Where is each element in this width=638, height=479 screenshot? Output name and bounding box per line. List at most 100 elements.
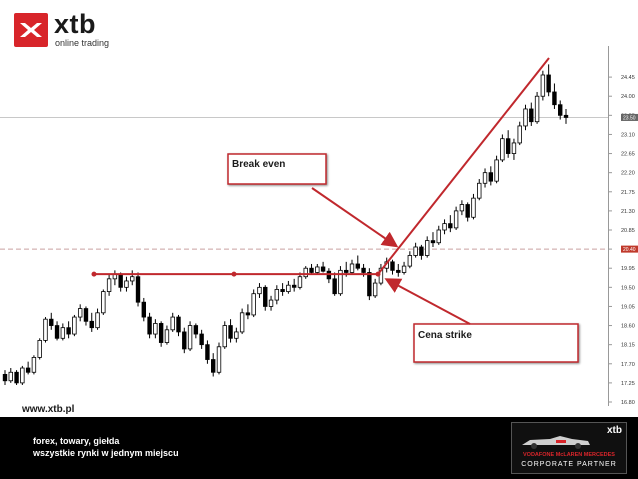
candle xyxy=(112,270,118,286)
candle xyxy=(118,272,123,292)
y-tick-label: 21.30 xyxy=(621,209,635,215)
candle xyxy=(419,244,424,260)
candle xyxy=(286,280,291,294)
candle xyxy=(257,283,262,298)
candle xyxy=(529,102,534,126)
candle xyxy=(494,155,499,184)
candle xyxy=(349,259,355,275)
candle xyxy=(216,342,222,375)
candle xyxy=(72,314,77,337)
candle xyxy=(413,242,418,258)
y-tick-label: 20.85 xyxy=(621,228,635,234)
candle xyxy=(459,200,465,216)
candle xyxy=(396,263,401,277)
strike-level-dot xyxy=(91,271,97,277)
y-tick-label: 19.95 xyxy=(621,266,635,272)
candle xyxy=(540,70,546,101)
candle xyxy=(153,319,158,339)
candle xyxy=(407,251,413,269)
annotations: Break even Cena strike xyxy=(91,57,579,363)
candle xyxy=(517,121,522,146)
strike-label: Cena strike xyxy=(418,330,472,341)
candle xyxy=(280,283,285,296)
candle xyxy=(54,321,60,341)
candle xyxy=(234,327,239,343)
candle xyxy=(309,263,314,275)
candle xyxy=(141,297,147,322)
y-tick-label: 21.75 xyxy=(621,190,635,196)
price-marker-label: 20.40 xyxy=(623,247,636,253)
candle xyxy=(355,255,360,271)
partner-title: CORPORATE PARTNER xyxy=(521,461,617,468)
candle xyxy=(170,312,175,332)
y-tick-label: 18.60 xyxy=(621,324,635,330)
y-tick-label: 19.05 xyxy=(621,304,635,310)
candle xyxy=(546,64,551,97)
candle xyxy=(239,308,245,335)
candle xyxy=(222,321,227,349)
price-chart: 24.4524.0023.5523.1022.6522.2021.7521.30… xyxy=(0,46,638,406)
candle xyxy=(182,327,187,354)
candle xyxy=(211,353,216,377)
candle xyxy=(297,272,303,290)
y-tick-label: 19.50 xyxy=(621,285,635,291)
candle xyxy=(500,134,505,163)
candle xyxy=(187,321,193,352)
candle xyxy=(205,340,210,364)
candle xyxy=(448,215,453,233)
candle xyxy=(320,261,326,273)
candle xyxy=(228,319,233,343)
candle xyxy=(20,365,25,386)
candle xyxy=(130,270,135,286)
brand-name: xtb xyxy=(54,9,96,39)
candle xyxy=(66,321,71,339)
candle xyxy=(563,108,569,124)
price-marker-box xyxy=(621,113,638,121)
candle xyxy=(332,272,337,296)
candle xyxy=(135,272,141,307)
y-tick-label: 18.15 xyxy=(621,343,635,349)
candle xyxy=(303,266,308,279)
candle xyxy=(488,166,494,186)
break-even-arrow xyxy=(311,187,399,248)
candle xyxy=(25,361,31,375)
y-tick-label: 17.70 xyxy=(621,362,635,368)
price-markers: 23.50 20.40 xyxy=(0,113,638,253)
candle xyxy=(268,295,274,311)
candle xyxy=(158,321,164,347)
y-tick-label: 17.25 xyxy=(621,381,635,387)
candle xyxy=(89,312,94,332)
candle xyxy=(511,138,517,160)
candle xyxy=(436,225,441,245)
y-tick-label: 24.45 xyxy=(621,75,635,81)
y-tick-label: 16.80 xyxy=(621,400,635,406)
candle xyxy=(8,368,13,383)
partner-badge: xtb VODAFONE McLAREN MERCEDES CORPORATE … xyxy=(511,422,627,474)
price-marker-box xyxy=(621,245,638,253)
candle xyxy=(291,278,297,292)
candle xyxy=(199,329,204,349)
y-tick-label: 24.00 xyxy=(621,94,635,100)
footer-url[interactable]: www.xtb.pl xyxy=(22,404,75,415)
candle xyxy=(390,259,395,275)
payoff-line xyxy=(377,57,550,275)
break-even-callout: Break even xyxy=(227,153,327,185)
candle xyxy=(106,274,112,296)
price-marker-label: 23.50 xyxy=(623,115,636,121)
candle xyxy=(2,370,8,386)
candle xyxy=(31,355,37,375)
candle xyxy=(315,263,320,275)
candle xyxy=(37,338,42,360)
candle xyxy=(43,317,48,343)
candle xyxy=(442,219,447,235)
y-tick-label: 22.65 xyxy=(621,152,635,158)
candle xyxy=(245,304,251,320)
y-axis: 24.4524.0023.5523.1022.6522.2021.7521.30… xyxy=(608,75,635,406)
candle xyxy=(558,100,563,120)
candle xyxy=(453,206,459,230)
candle xyxy=(505,130,511,158)
xtb-logo xyxy=(14,13,48,47)
candle xyxy=(124,276,129,292)
partner-xtb-logo: xtb xyxy=(607,425,622,436)
candle xyxy=(164,325,170,345)
